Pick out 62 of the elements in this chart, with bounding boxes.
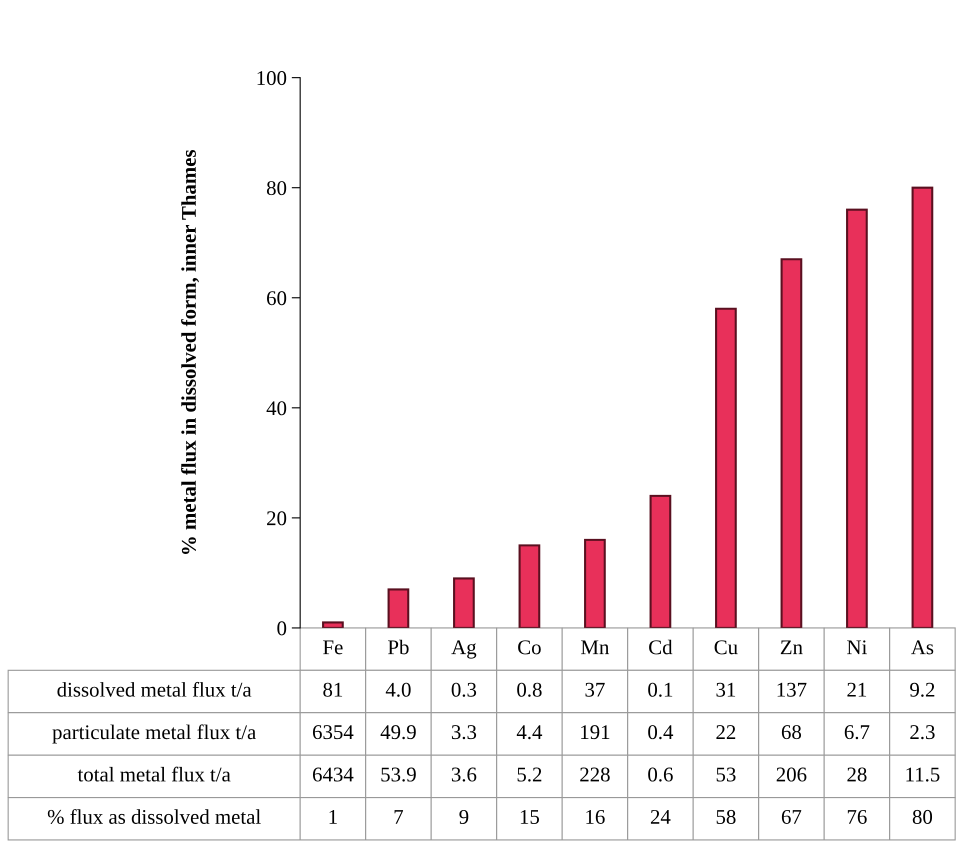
data-label: 24	[650, 810, 671, 824]
x-tick-label: Co	[518, 640, 541, 654]
text: total metal flux t/a	[78, 766, 231, 782]
text: 6434	[312, 768, 354, 782]
data-label: 7	[394, 810, 404, 824]
x-tick-label: As	[911, 640, 934, 654]
x-tick-label: Zn	[780, 640, 803, 654]
text: 3.6	[452, 768, 476, 782]
data-label: 15	[520, 810, 540, 824]
text: 137	[778, 682, 806, 697]
text: 53.9	[381, 768, 416, 782]
bar	[322, 621, 344, 628]
y-tick-label: 40	[266, 401, 286, 416]
data-label: 16	[586, 810, 605, 824]
text: 28	[847, 767, 867, 782]
text: 228	[580, 767, 610, 782]
text: 68	[782, 725, 802, 740]
x-tick-label: Pb	[388, 640, 409, 654]
y-tick-label: 60	[267, 291, 286, 306]
text: % flux as dissolved metal	[48, 809, 261, 824]
text: 0.8	[517, 682, 542, 697]
data-label: 9	[459, 810, 468, 824]
x-tick-label: Ag	[451, 640, 476, 659]
text: 6354	[312, 725, 354, 740]
y-tick-label: 80	[266, 181, 286, 196]
data-label: 76	[848, 810, 867, 824]
data-label: 1	[330, 810, 337, 824]
text: 81	[323, 682, 342, 697]
y-tick-label: 0	[277, 621, 286, 636]
text: 4.0	[386, 682, 411, 697]
text: 206	[776, 767, 806, 782]
text: 0.1	[648, 682, 672, 697]
text: 37	[585, 682, 605, 697]
data-label: 58	[716, 810, 736, 824]
data-label: 80	[912, 810, 932, 824]
text: 3.3	[452, 725, 476, 740]
text: dissolved metal flux t/a	[57, 682, 252, 697]
text: particulate metal flux t/a	[52, 724, 256, 744]
text: 0.4	[648, 725, 674, 740]
x-tick-label: Fe	[323, 640, 343, 654]
text: 2.3	[910, 725, 935, 740]
text: 31	[716, 682, 736, 697]
x-tick-label: Ni	[847, 640, 867, 654]
y-tick-label: 20	[267, 511, 286, 526]
x-tick-label: Mn	[581, 640, 610, 654]
x-tick-label: Cu	[714, 640, 738, 654]
text: 0.3	[452, 682, 476, 697]
y-tick-label: 100	[258, 71, 286, 86]
text: 49.9	[380, 725, 416, 740]
text: 6.7	[844, 725, 870, 740]
text: 11.5	[906, 768, 940, 782]
text: 4.4	[516, 725, 542, 740]
text: 5.2	[518, 768, 542, 782]
data-label: 67	[782, 810, 802, 824]
x-tick-label: Cd	[649, 640, 672, 654]
text: 0.6	[648, 767, 673, 782]
text: 53	[716, 768, 736, 782]
text: 9.2	[910, 682, 934, 697]
text: 22	[716, 725, 736, 739]
text: 191	[581, 725, 610, 740]
y-axis-title: % metal flux in dissolved form, inner Thames	[181, 150, 199, 554]
text: 21	[847, 682, 866, 697]
